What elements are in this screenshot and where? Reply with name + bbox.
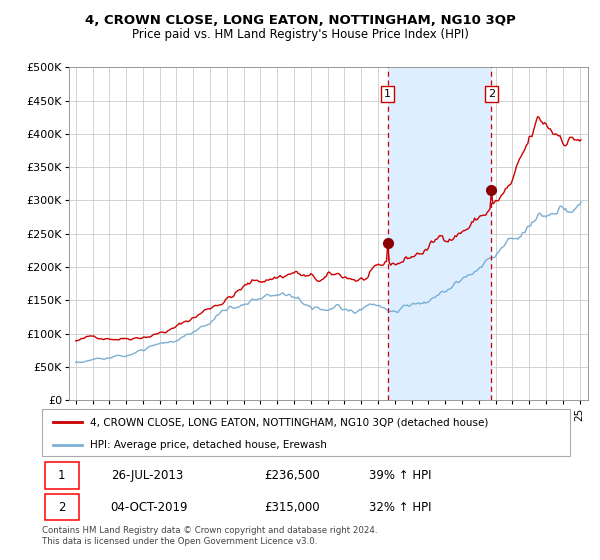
Text: 39% ↑ HPI: 39% ↑ HPI — [370, 469, 432, 482]
Bar — [388, 67, 491, 400]
Text: £236,500: £236,500 — [264, 469, 320, 482]
Text: Price paid vs. HM Land Registry's House Price Index (HPI): Price paid vs. HM Land Registry's House … — [131, 28, 469, 41]
Text: 4, CROWN CLOSE, LONG EATON, NOTTINGHAM, NG10 3QP (detached house): 4, CROWN CLOSE, LONG EATON, NOTTINGHAM, … — [89, 417, 488, 427]
Text: 2: 2 — [488, 89, 495, 99]
Text: 26-JUL-2013: 26-JUL-2013 — [110, 469, 183, 482]
FancyBboxPatch shape — [44, 494, 79, 520]
Text: Contains HM Land Registry data © Crown copyright and database right 2024.
This d: Contains HM Land Registry data © Crown c… — [42, 526, 377, 546]
Text: HPI: Average price, detached house, Erewash: HPI: Average price, detached house, Erew… — [89, 440, 326, 450]
FancyBboxPatch shape — [44, 463, 79, 488]
Text: £315,000: £315,000 — [264, 501, 319, 514]
Text: 2: 2 — [58, 501, 65, 514]
Text: 04-OCT-2019: 04-OCT-2019 — [110, 501, 188, 514]
Text: 32% ↑ HPI: 32% ↑ HPI — [370, 501, 432, 514]
FancyBboxPatch shape — [42, 409, 570, 456]
Text: 1: 1 — [384, 89, 391, 99]
Text: 1: 1 — [58, 469, 65, 482]
Text: 4, CROWN CLOSE, LONG EATON, NOTTINGHAM, NG10 3QP: 4, CROWN CLOSE, LONG EATON, NOTTINGHAM, … — [85, 14, 515, 27]
